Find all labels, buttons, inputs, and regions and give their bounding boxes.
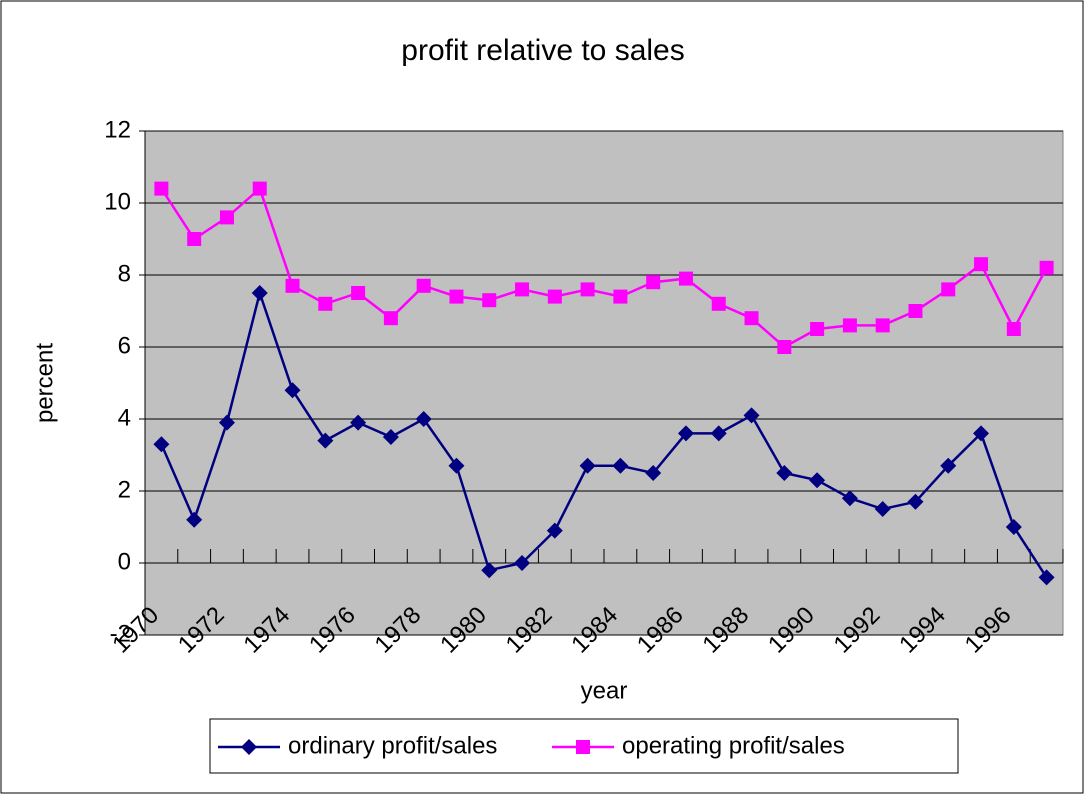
marker [284,382,301,399]
y-tick-label: 2 [118,476,131,503]
marker [842,318,857,333]
marker [973,425,990,442]
marker [252,181,267,196]
marker [1005,519,1022,535]
marker [711,296,726,311]
marker [154,181,169,196]
marker [416,278,431,293]
marker [645,465,662,481]
marker [579,457,596,474]
marker [776,465,793,481]
marker [383,311,398,326]
marker [743,407,760,424]
marker [317,432,334,449]
marker [678,271,693,286]
marker [219,210,234,225]
marker [187,232,202,246]
marker [941,282,956,297]
marker [810,322,825,336]
marker [251,285,268,301]
marker [710,425,727,442]
marker [218,414,235,431]
marker [482,293,497,308]
marker [580,282,595,297]
marker [448,457,465,474]
marker [350,414,367,431]
marker [613,289,628,304]
chart-title: profit relative to sales [401,34,684,67]
y-tick-label: 12 [104,116,131,143]
marker [318,296,333,311]
marker [186,511,203,528]
marker [576,740,590,754]
marker [415,411,432,427]
y-tick-label: 0 [118,548,131,575]
marker [153,436,170,453]
marker [809,472,826,489]
marker [875,318,890,333]
y-tick-label: -2 [110,620,131,647]
marker [514,555,531,571]
marker [546,522,563,539]
marker [940,457,957,474]
series-line [160,186,1048,349]
marker [382,429,399,445]
marker [351,286,366,300]
marker [974,257,989,272]
marker [874,501,891,517]
marker [515,282,530,297]
marker [677,425,694,442]
legend-label: operating profit/sales [622,732,845,759]
x-axis-label: year [581,677,628,704]
marker [646,275,661,290]
legend-label: ordinary profit/sales [288,732,497,759]
y-tick-label: 8 [118,260,131,287]
marker [481,562,498,579]
marker [907,493,924,510]
series-line [160,288,1048,579]
marker [908,304,923,318]
y-axis-label: percent [31,343,58,423]
y-tick-label: 6 [118,332,131,359]
marker [547,289,562,304]
marker [449,289,464,304]
marker [241,739,257,755]
marker [612,457,629,474]
y-tick-label: 4 [118,404,131,431]
y-tick-label: 10 [104,188,131,215]
marker [285,278,300,293]
marker [841,490,858,507]
marker [1006,322,1021,336]
marker [744,311,759,326]
marker [1038,569,1055,586]
marker [1039,260,1054,275]
marker [777,340,792,354]
